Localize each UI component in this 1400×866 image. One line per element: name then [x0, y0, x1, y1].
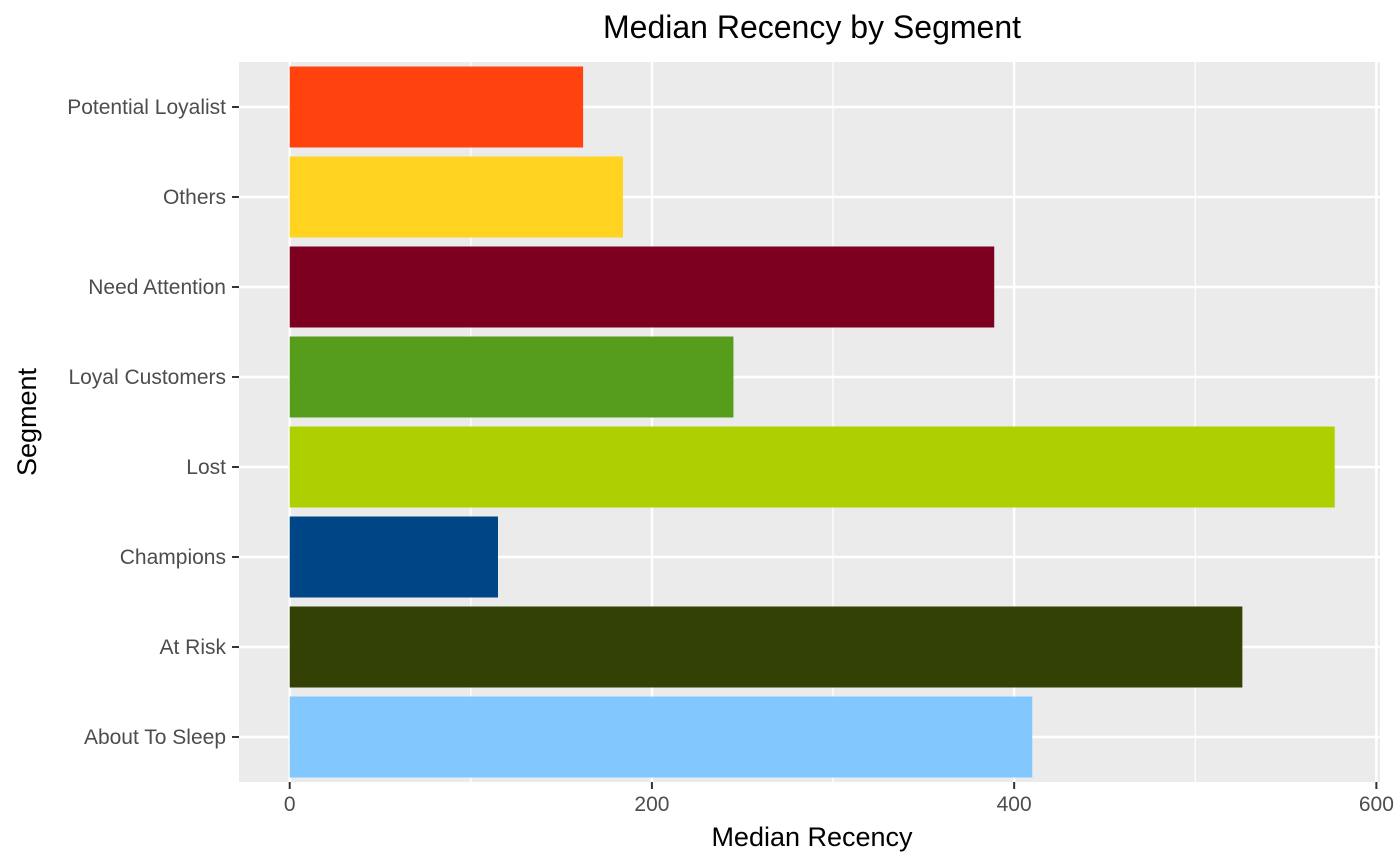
y-tick-label: Need Attention: [88, 276, 226, 299]
y-tick-label: At Risk: [159, 636, 226, 659]
x-axis: 0 200 400 600: [284, 782, 1394, 816]
x-tick-label: 400: [997, 793, 1032, 816]
y-axis: About To Sleep At Risk Champions Lost Loyal …: [67, 96, 239, 749]
x-tick-label: 600: [1359, 793, 1394, 816]
y-axis-title: Segment: [12, 367, 42, 476]
x-tick-label: 200: [634, 793, 669, 816]
bar-at-risk: [289, 606, 1243, 688]
bar-loyal-customers: [289, 336, 734, 418]
bars: [289, 66, 1335, 778]
y-tick-label: About To Sleep: [84, 726, 226, 749]
y-tick-label: Others: [163, 186, 226, 209]
bar-need-attention: [289, 246, 995, 328]
y-tick-label: Lost: [186, 456, 226, 479]
bar-lost: [289, 426, 1335, 508]
y-tick-label: Loyal Customers: [68, 366, 226, 389]
y-tick-label: Potential Loyalist: [67, 96, 226, 119]
y-tick-label: Champions: [120, 546, 226, 569]
x-tick-label: 0: [284, 793, 296, 816]
bar-about-to-sleep: [289, 696, 1033, 778]
bar-others: [289, 156, 623, 238]
bar-champions: [289, 516, 498, 598]
bar-potential-loyalist: [289, 66, 584, 148]
chart-title: Median Recency by Segment: [603, 9, 1021, 45]
x-axis-title: Median Recency: [711, 822, 913, 852]
